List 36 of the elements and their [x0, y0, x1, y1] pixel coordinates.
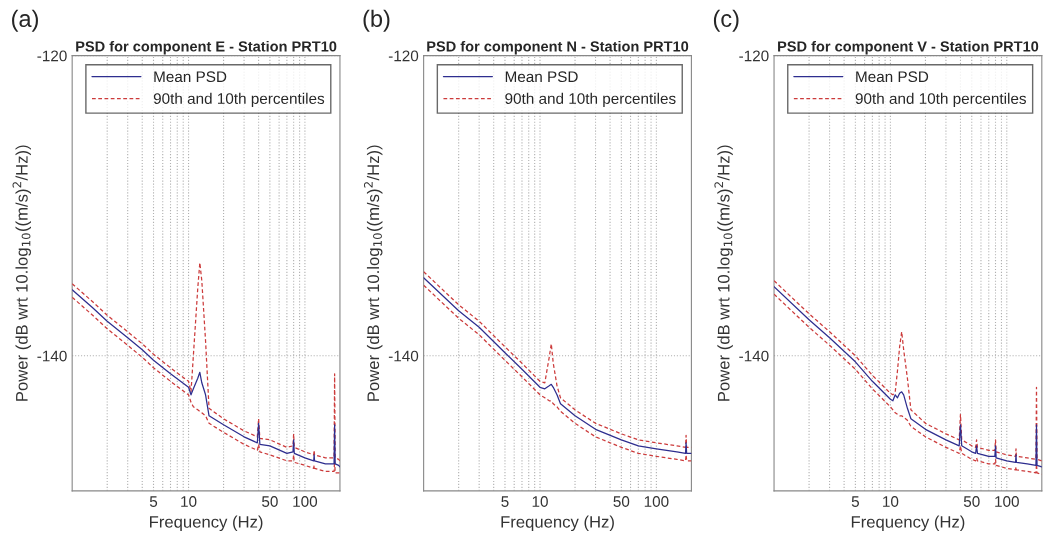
y-tick-label: -140 [739, 350, 769, 362]
legend-label: Mean PSD [154, 71, 227, 83]
legend-label: 90th and 10th percentiles [505, 92, 676, 108]
x-tick-label: 10 [883, 496, 899, 507]
chart-title: PSD for component E - Station PRT10 [76, 40, 337, 55]
x-tick-label: 50 [613, 496, 630, 507]
legend-label: 90th and 10th percentiles [855, 92, 1026, 108]
y-tick-label: -120 [37, 50, 67, 62]
y-axis-title: Power (dB wrt 10.log$_{10}$((m/s)$^{2}$/Hz)) [714, 145, 733, 401]
x-tick-label: 5 [149, 496, 158, 507]
y-tick-label: -120 [739, 50, 769, 62]
y-axis-title: Power (dB wrt 10.log$_{10}$((m/s)$^{2}$/Hz)) [12, 145, 32, 401]
y-axis-title: Power (dB wrt 10.log$_{10}$((m/s)$^{2}$/Hz)) [363, 145, 383, 401]
x-tick-label: 10 [181, 496, 197, 507]
y-tick-label: -140 [388, 350, 419, 362]
x-tick-label: 5 [851, 496, 859, 507]
legend-label: Mean PSD [856, 71, 929, 83]
x-axis-title: Frequency (Hz) [150, 515, 263, 532]
legend-label: Mean PSD [505, 71, 578, 83]
text: (b) [363, 9, 390, 32]
x-tick-label: 10 [532, 496, 548, 507]
x-tick-label: 100 [644, 496, 669, 507]
x-axis-title: Frequency (Hz) [851, 515, 965, 532]
x-tick-label: 100 [293, 496, 318, 507]
legend-label: 90th and 10th percentiles [153, 92, 325, 108]
chart-title: PSD for component V - Station PRT10 [778, 40, 1039, 55]
x-tick-label: 5 [501, 496, 509, 507]
x-tick-label: 50 [963, 496, 980, 507]
x-tick-label: 100 [995, 496, 1019, 507]
x-axis-title: Frequency (Hz) [501, 515, 614, 532]
y-tick-label: -140 [37, 350, 67, 362]
text: (a) [12, 9, 38, 32]
y-tick-label: -120 [388, 50, 419, 62]
text: (c) [713, 9, 739, 32]
x-tick-label: 50 [262, 496, 278, 507]
chart-title: PSD for component N - Station PRT10 [427, 40, 689, 55]
